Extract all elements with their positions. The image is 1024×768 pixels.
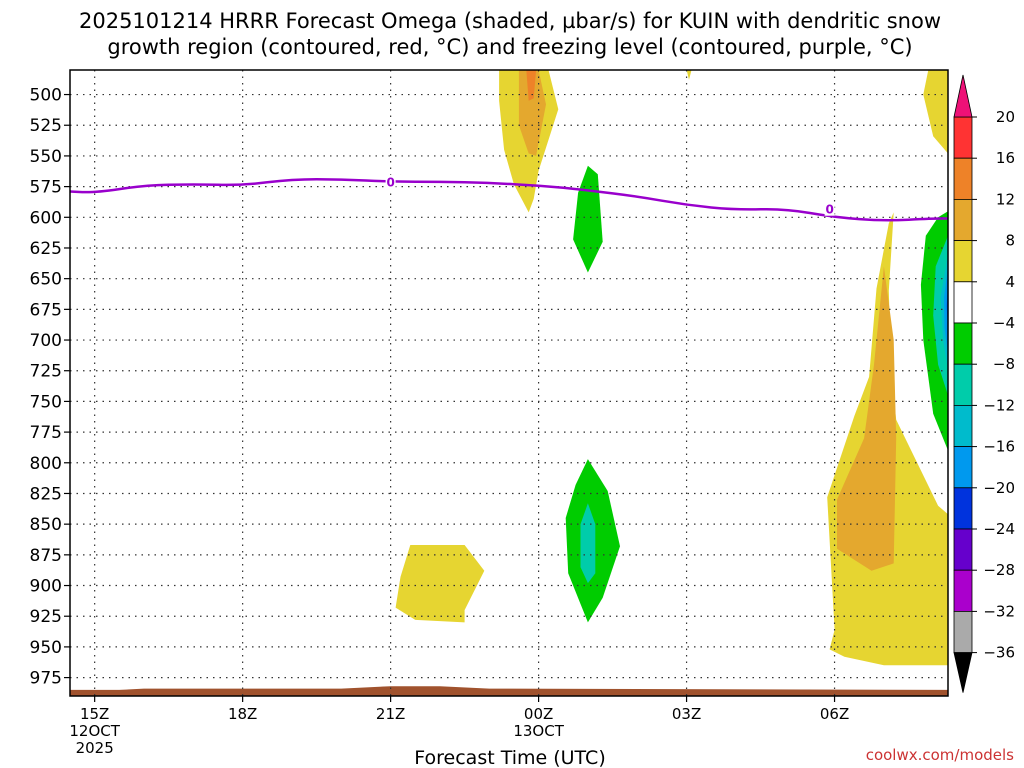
colorbar-segment--12-to--8: [953, 363, 973, 406]
freezing-level-label-0: 0: [386, 176, 394, 190]
colorbar-segment--16-to--12: [953, 404, 973, 447]
colorbar-segment-8-to-12: [953, 198, 973, 241]
omega-region-3: [686, 70, 692, 80]
omega-region-6: [580, 503, 596, 584]
colorbar-segment--4-to-4: [953, 281, 973, 324]
freezing-level-layer: 00: [69, 174, 948, 222]
omega-region-2: [526, 70, 537, 101]
freezing-label-bg-1: [824, 201, 835, 216]
y-tick-label-750: 750: [30, 392, 62, 412]
colorbar: 20 16 12 8 4 −4 −8 −12 −16 −20 −24 −28 −32 −36: [953, 74, 1015, 693]
colorbar-tick-label-2: 12: [996, 190, 1015, 208]
y-tick-label-525: 525: [30, 116, 62, 136]
y-tick-label-500: 500: [30, 86, 62, 106]
y-tick-label-700: 700: [30, 331, 62, 351]
colorbar-bottom-arrow: [953, 652, 973, 693]
y-tick-label-800: 800: [30, 454, 62, 474]
y-tick-label-650: 650: [30, 270, 62, 290]
chart-title-line2: growth region (contoured, red, °C) and f…: [107, 35, 912, 59]
freezing-label-bg-0: [385, 174, 396, 189]
y-tick-label-975: 975: [30, 669, 62, 689]
omega-region-10: [837, 266, 897, 571]
colorbar-tick-label-4: 4: [1005, 273, 1015, 291]
y-tick-label-825: 825: [30, 484, 62, 504]
colorbar-segment--28-to--24: [953, 528, 973, 571]
colorbar-segment--20-to--16: [953, 446, 973, 489]
y-tick-label-600: 600: [30, 208, 62, 228]
x-tick-label-15Z-1: 15Z: [80, 705, 109, 723]
plot-frame: [69, 69, 949, 697]
colorbar-segment--8-to--4: [953, 322, 973, 365]
colorbar-tick-label-6: −8: [993, 355, 1015, 373]
y-tick-label-900: 900: [30, 577, 62, 597]
x-tick-label-21Z-1: 21Z: [376, 705, 405, 723]
omega-region-7: [395, 545, 485, 623]
colorbar-tick-label-8: −16: [983, 438, 1015, 456]
y-tick-label-575: 575: [30, 178, 62, 198]
colorbar-segment-12-to-16: [953, 157, 973, 200]
y-tick-label-775: 775: [30, 423, 62, 443]
y-tick-label-675: 675: [30, 300, 62, 320]
omega-shading: [395, 70, 948, 666]
ground-surface: [70, 686, 948, 696]
x-tick-label-00Z-1: 00Z: [524, 705, 553, 723]
colorbar-tick-label-7: −12: [983, 396, 1015, 414]
colorbar-tick-label-11: −28: [983, 561, 1015, 579]
x-tick-label-15Z-3: 2025: [76, 739, 114, 757]
y-tick-label-950: 950: [30, 638, 62, 658]
colorbar-segment-16-to-20: [953, 116, 973, 159]
colorbar-tick-label-12: −32: [983, 602, 1015, 620]
colorbar-tick-label-3: 8: [1005, 232, 1015, 250]
x-tick-label-00Z-2: 13OCT: [513, 722, 564, 740]
colorbar-tick-label-0: 20: [996, 108, 1015, 126]
y-tick-label-625: 625: [30, 239, 62, 259]
freezing-level-line: [69, 177, 948, 222]
x-tick-label-15Z-2: 12OCT: [69, 722, 120, 740]
y-tick-label-850: 850: [30, 515, 62, 535]
colorbar-top-arrow: [953, 74, 973, 118]
x-tick-label-18Z-1: 18Z: [228, 705, 257, 723]
credit-text: coolwx.com/models: [866, 746, 1014, 764]
colorbar-segment--24-to--20: [953, 487, 973, 530]
colorbar-segment--36-to--32: [953, 611, 973, 654]
x-tick-label-06Z-1: 06Z: [820, 705, 849, 723]
ground-surface-layer: [70, 686, 948, 696]
colorbar-segment-4-to-8: [953, 240, 973, 283]
omega-region-1: [518, 70, 546, 156]
y-tick-label-550: 550: [30, 147, 62, 167]
colorbar-segment--32-to--28: [953, 569, 973, 612]
y-tick-label-725: 725: [30, 362, 62, 382]
omega-region-14: [944, 266, 948, 355]
grid-lines: [70, 70, 948, 696]
x-tick-label-03Z-1: 03Z: [672, 705, 701, 723]
colorbar-tick-label-1: 16: [996, 149, 1015, 167]
colorbar-tick-label-13: −36: [983, 644, 1015, 662]
freezing-level-label-1: 0: [825, 203, 833, 217]
y-tick-label-925: 925: [30, 607, 62, 627]
colorbar-tick-label-5: −4: [993, 314, 1015, 332]
y-axis: 500 525 550 575 600 625 650 675 700 725 750 775 800 8…: [30, 86, 70, 689]
colorbar-tick-label-10: −24: [983, 520, 1015, 538]
colorbar-tick-label-9: −20: [983, 479, 1015, 497]
omega-region-4: [573, 165, 603, 273]
y-tick-label-875: 875: [30, 546, 62, 566]
omega-region-8: [923, 70, 948, 154]
chart-title-line1: 2025101214 HRRR Forecast Omega (shaded, …: [79, 9, 941, 33]
x-axis-label: Forecast Time (UTC): [414, 747, 605, 768]
